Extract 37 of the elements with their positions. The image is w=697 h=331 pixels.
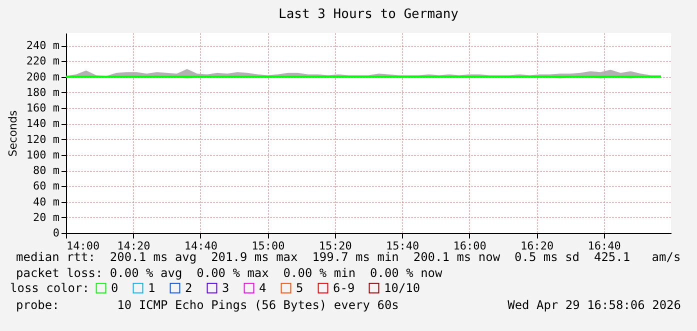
- legend-label: 2: [185, 281, 192, 296]
- y-tick-label: 60 m: [33, 180, 60, 193]
- legend-title: loss color:: [10, 281, 90, 295]
- x-tick-label: 16:00: [453, 240, 486, 252]
- legend-label: 10/10: [384, 281, 420, 296]
- y-tick-label: 80 m: [33, 164, 60, 177]
- x-tick-label: 14:00: [66, 240, 100, 252]
- text: packet loss: 0.00 % avg 0.00 % max 0.00 % min 0.00 % now: [16, 266, 442, 280]
- x-tick-label: 15:00: [252, 240, 285, 252]
- legend-label: 6-9: [333, 281, 355, 296]
- x-tick-label: 15:20: [318, 240, 352, 252]
- y-tick-label: 220 m: [26, 54, 60, 68]
- text: probe: 10 ICMP Echo Pings (56 Bytes) every 60s: [16, 298, 399, 312]
- y-tick-label: 180 m: [26, 86, 60, 99]
- legend-label: 4: [259, 281, 266, 296]
- legend-label: 3: [222, 281, 230, 296]
- x-tick-label: 15:40: [386, 240, 420, 252]
- y-tick-label: 100 m: [26, 148, 60, 162]
- y-tick-label: 40 m: [33, 195, 60, 208]
- y-tick-label: 0: [52, 226, 60, 240]
- text: Wed Apr 29 16:58:06 2026: [508, 298, 681, 312]
- y-tick-label: 160 m: [26, 102, 60, 114]
- y-tick-label: 240 m: [26, 39, 60, 52]
- y-axis-title: Seconds: [6, 110, 20, 157]
- legend-label: 1: [148, 281, 156, 296]
- x-tick-label: 16:20: [520, 240, 554, 252]
- y-tick-label: 20 m: [33, 210, 60, 224]
- legend-label: 0: [111, 281, 118, 296]
- y-tick-label: 200 m: [26, 70, 60, 84]
- legend-label: 5: [296, 281, 304, 296]
- x-tick-label: 14:20: [117, 240, 150, 252]
- chart-title: Last 3 Hours to Germany: [278, 7, 459, 22]
- y-tick-label: 120 m: [26, 132, 60, 146]
- x-tick-label: 16:40: [588, 240, 621, 252]
- text: median rtt: 200.1 ms avg 201.9 ms max 199.7 ms min 200.1 ms now 0.5 ms sd 425.1 am/s: [16, 250, 681, 264]
- y-tick-label: 140 m: [26, 117, 60, 130]
- x-tick-label: 14:40: [184, 240, 218, 252]
